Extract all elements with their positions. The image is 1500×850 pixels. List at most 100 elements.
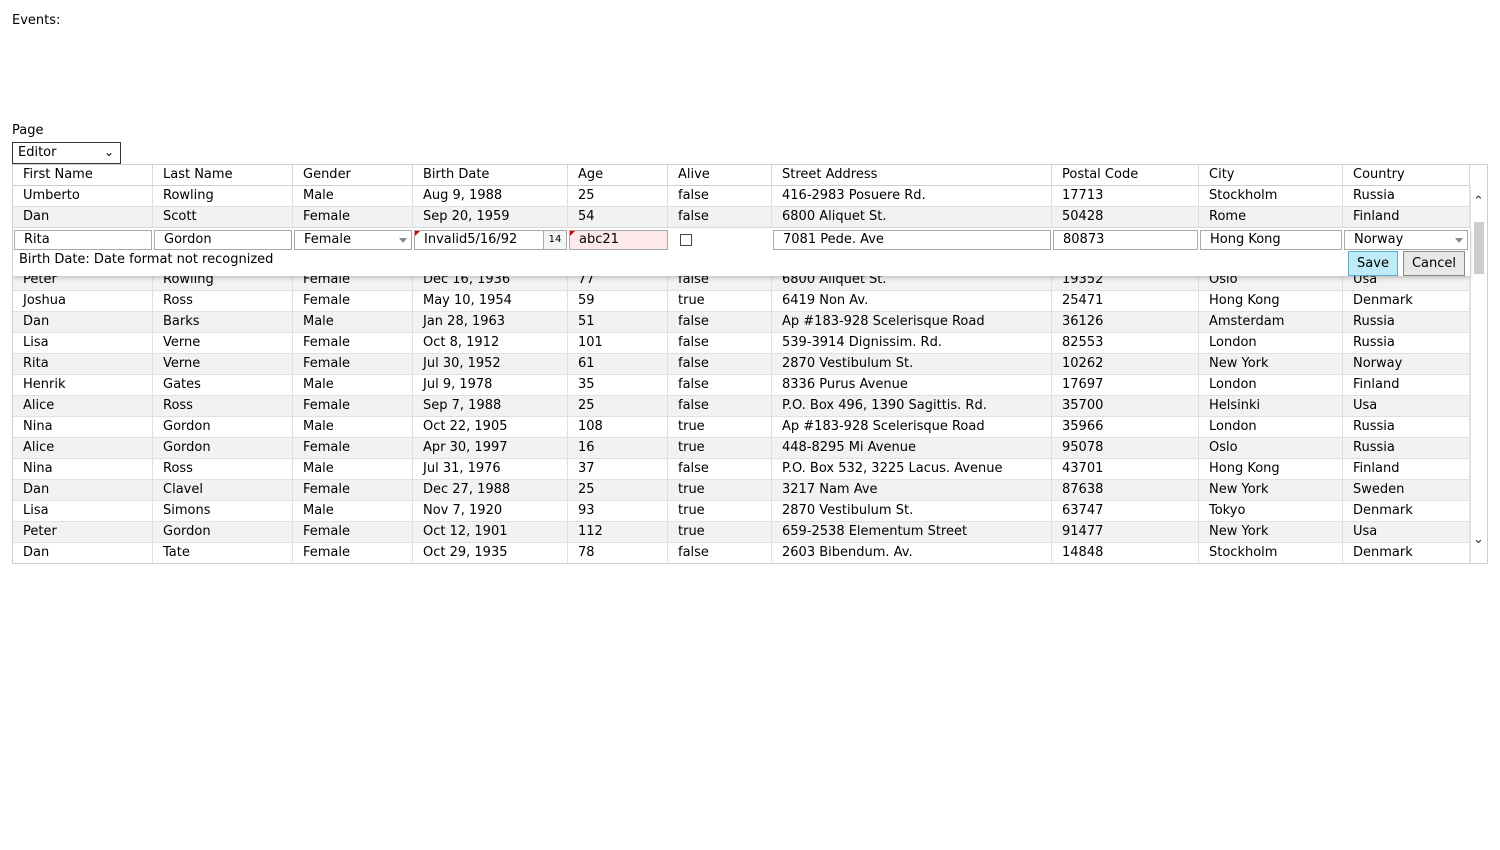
table-cell: Stockholm xyxy=(1199,543,1343,563)
table-row[interactable]: Alice Ross Female Sep 7, 1988 25 false P.O. Bo… xyxy=(13,396,1470,417)
table-cell: 95078 xyxy=(1052,438,1199,458)
table-cell: Apr 30, 1997 xyxy=(413,438,568,458)
first-name-field[interactable]: Rita xyxy=(14,230,152,250)
table-cell: 2603 Bibendum. Av. xyxy=(772,543,1052,563)
table-cell: P.O. Box 532, 3225 Lacus. Avenue xyxy=(772,459,1052,479)
table-cell: Oct 12, 1901 xyxy=(413,522,568,542)
table-row[interactable]: Alice Gordon Female Apr 30, 1997 16 true 448-8… xyxy=(13,438,1470,459)
table-row[interactable]: Peter Gordon Female Oct 12, 1901 112 true 659-… xyxy=(13,522,1470,543)
table-cell: 25 xyxy=(568,186,668,206)
table-cell: P.O. Box 496, 1390 Sagittis. Rd. xyxy=(772,396,1052,416)
table-cell: Oct 8, 1912 xyxy=(413,333,568,353)
table-cell: London xyxy=(1199,375,1343,395)
column-header[interactable]: Country xyxy=(1343,165,1470,185)
table-cell: Male xyxy=(293,312,413,332)
table-cell: 36126 xyxy=(1052,312,1199,332)
table-cell: Usa xyxy=(1343,396,1470,416)
column-header[interactable]: Postal Code xyxy=(1052,165,1199,185)
table-cell: Male xyxy=(293,417,413,437)
table-row[interactable]: Umberto Rowling Male Aug 9, 1988 25 false 416-… xyxy=(13,186,1470,207)
table-cell: Dan xyxy=(13,312,153,332)
grid-header: First Name Last Name Gender Birth Date Age Al… xyxy=(13,165,1470,186)
street-address-field[interactable]: 7081 Pede. Ave xyxy=(773,230,1051,250)
data-grid: First Name Last Name Gender Birth Date Age Al… xyxy=(12,164,1488,564)
table-row[interactable]: Dan Tate Female Oct 29, 1935 78 false 2603 Bib… xyxy=(13,543,1470,563)
table-cell: 416-2983 Posuere Rd. xyxy=(772,186,1052,206)
alive-checkbox[interactable] xyxy=(680,234,692,246)
table-cell: 8336 Purus Avenue xyxy=(772,375,1052,395)
table-cell: New York xyxy=(1199,480,1343,500)
table-cell: 25 xyxy=(568,480,668,500)
table-cell: Dec 27, 1988 xyxy=(413,480,568,500)
table-cell: Tokyo xyxy=(1199,501,1343,521)
table-cell: Oct 29, 1935 xyxy=(413,543,568,563)
birth-date-field[interactable]: Invalid5/16/92 14 xyxy=(414,230,567,250)
table-cell: 3217 Nam Ave xyxy=(772,480,1052,500)
save-button[interactable]: Save xyxy=(1348,251,1398,276)
calendar-icon[interactable]: 14 xyxy=(543,231,566,249)
table-cell: Female xyxy=(293,396,413,416)
last-name-field[interactable]: Gordon xyxy=(154,230,292,250)
page-select[interactable]: Editor ⌄ xyxy=(12,142,121,164)
column-header[interactable]: Birth Date xyxy=(413,165,568,185)
column-header[interactable]: City xyxy=(1199,165,1343,185)
chevron-up-icon[interactable]: ⌃ xyxy=(1473,194,1484,209)
table-cell: 448-8295 Mi Avenue xyxy=(772,438,1052,458)
chevron-down-icon[interactable]: ⌄ xyxy=(1473,532,1484,547)
table-row[interactable]: Joshua Ross Female May 10, 1954 59 true 6419 N… xyxy=(13,291,1470,312)
table-cell: Russia xyxy=(1343,417,1470,437)
chevron-down-icon xyxy=(1455,238,1463,243)
vertical-scrollbar[interactable]: ⌃ ⌄ xyxy=(1470,186,1487,563)
table-cell: false xyxy=(668,396,772,416)
column-header[interactable]: Age xyxy=(568,165,668,185)
error-marker-icon xyxy=(415,231,420,236)
table-cell: Lisa xyxy=(13,501,153,521)
table-row[interactable]: Nina Gordon Male Oct 22, 1905 108 true Ap #183… xyxy=(13,417,1470,438)
table-row[interactable]: Nina Ross Male Jul 31, 1976 37 false P.O. Box … xyxy=(13,459,1470,480)
table-cell: Dan xyxy=(13,480,153,500)
table-cell: Scott xyxy=(153,207,293,227)
column-header[interactable]: Gender xyxy=(293,165,413,185)
table-cell: 25471 xyxy=(1052,291,1199,311)
column-header[interactable]: First Name xyxy=(13,165,153,185)
table-cell: Rome xyxy=(1199,207,1343,227)
table-cell: 6800 Aliquet St. xyxy=(772,207,1052,227)
scrollbar-thumb[interactable] xyxy=(1474,222,1484,274)
table-cell: 16 xyxy=(568,438,668,458)
city-field[interactable]: Hong Kong xyxy=(1200,230,1342,250)
column-header[interactable]: Alive xyxy=(668,165,772,185)
table-cell: Verne xyxy=(153,333,293,353)
age-field[interactable]: abc21 xyxy=(569,230,668,250)
table-cell: London xyxy=(1199,333,1343,353)
country-select[interactable]: Norway xyxy=(1344,230,1468,250)
table-row[interactable]: Dan Scott Female Sep 20, 1959 54 false 6800 Al… xyxy=(13,207,1470,228)
table-row[interactable]: Rita Verne Female Jul 30, 1952 61 false 2870 V… xyxy=(13,354,1470,375)
table-cell: Rita xyxy=(13,354,153,374)
table-cell: Russia xyxy=(1343,186,1470,206)
table-cell: London xyxy=(1199,417,1343,437)
table-row[interactable]: Lisa Verne Female Oct 8, 1912 101 false 539-39… xyxy=(13,333,1470,354)
last-name-value: Gordon xyxy=(164,232,212,247)
table-row[interactable]: Dan Barks Male Jan 28, 1963 51 false Ap #183-9… xyxy=(13,312,1470,333)
table-cell: May 10, 1954 xyxy=(413,291,568,311)
error-marker-icon xyxy=(570,231,575,236)
column-header[interactable]: Street Address xyxy=(772,165,1052,185)
table-row[interactable]: Dan Clavel Female Dec 27, 1988 25 true 3217 Na… xyxy=(13,480,1470,501)
table-cell: Nina xyxy=(13,459,153,479)
page-select-value: Editor xyxy=(18,145,57,160)
table-cell: Oct 22, 1905 xyxy=(413,417,568,437)
table-cell: 112 xyxy=(568,522,668,542)
postal-code-field[interactable]: 80873 xyxy=(1053,230,1198,250)
calendar-icon-day: 14 xyxy=(548,234,562,245)
table-cell: Male xyxy=(293,186,413,206)
column-header[interactable]: Last Name xyxy=(153,165,293,185)
table-cell: Helsinki xyxy=(1199,396,1343,416)
table-cell: 63747 xyxy=(1052,501,1199,521)
city-value: Hong Kong xyxy=(1210,232,1281,247)
table-cell: Norway xyxy=(1343,354,1470,374)
table-row[interactable]: Henrik Gates Male Jul 9, 1978 35 false 8336 Pu… xyxy=(13,375,1470,396)
gender-select[interactable]: Female xyxy=(294,230,412,250)
table-cell: 35966 xyxy=(1052,417,1199,437)
table-row[interactable]: Lisa Simons Male Nov 7, 1920 93 true 2870 Vest… xyxy=(13,501,1470,522)
cancel-button[interactable]: Cancel xyxy=(1403,251,1465,276)
